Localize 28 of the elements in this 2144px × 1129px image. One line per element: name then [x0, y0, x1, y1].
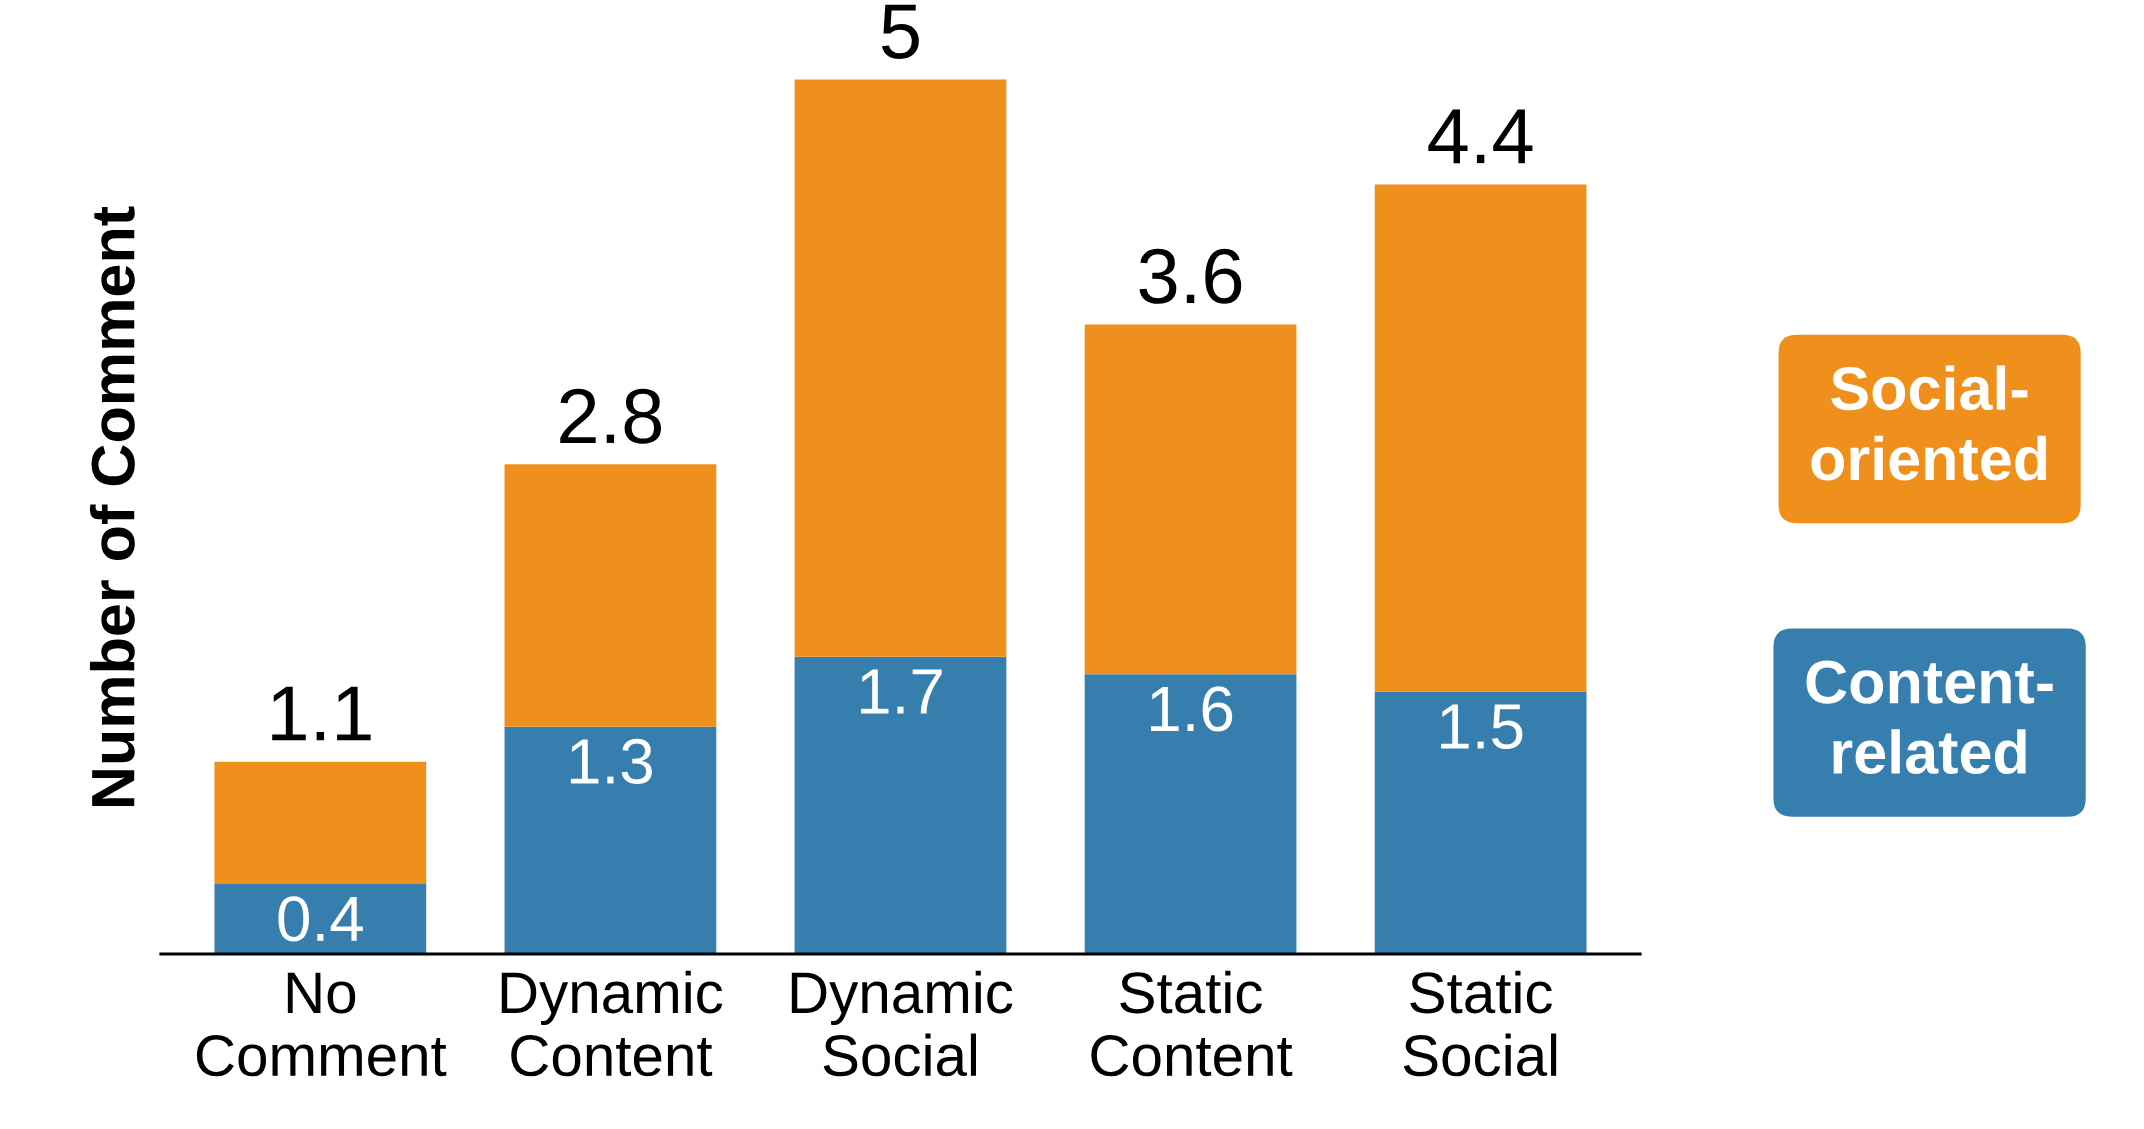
- data-label: 1.6: [1151, 686, 1233, 732]
- bar: [1374, 691, 1587, 954]
- total-label: 4.4: [1428, 109, 1533, 164]
- total-label: 3.6: [1139, 248, 1242, 304]
- bar: [214, 761, 427, 885]
- bar: [504, 726, 717, 954]
- total-label: 1.1: [272, 686, 371, 741]
- x-tick-label: No Comment: [196, 972, 447, 1077]
- bar: [794, 79, 1007, 657]
- data-label: 1.5: [1441, 704, 1523, 750]
- bar: [794, 656, 1007, 954]
- text: Content-related: [1806, 660, 2053, 775]
- data-label: 1.3: [570, 738, 653, 785]
- total-label: 2.8: [560, 388, 662, 444]
- y-axis-title: Number of Comment: [89, 206, 135, 807]
- text: Social-oriented: [1811, 365, 2047, 481]
- data-label: 0.4: [278, 896, 363, 942]
- bar: [504, 464, 717, 727]
- x-tick-label: Static Social: [1403, 970, 1557, 1077]
- x-tick-label: Static Content: [1091, 970, 1293, 1077]
- total-label: 5: [881, 4, 919, 59]
- bar: [1084, 324, 1297, 675]
- data-label: 1.7: [860, 669, 942, 714]
- bar: [1374, 184, 1587, 692]
- bar: [214, 884, 427, 954]
- x-tick-label: Dynamic Content: [501, 970, 723, 1077]
- x-tick-label: Dynamic Social: [791, 970, 1013, 1077]
- bar: [1084, 674, 1297, 954]
